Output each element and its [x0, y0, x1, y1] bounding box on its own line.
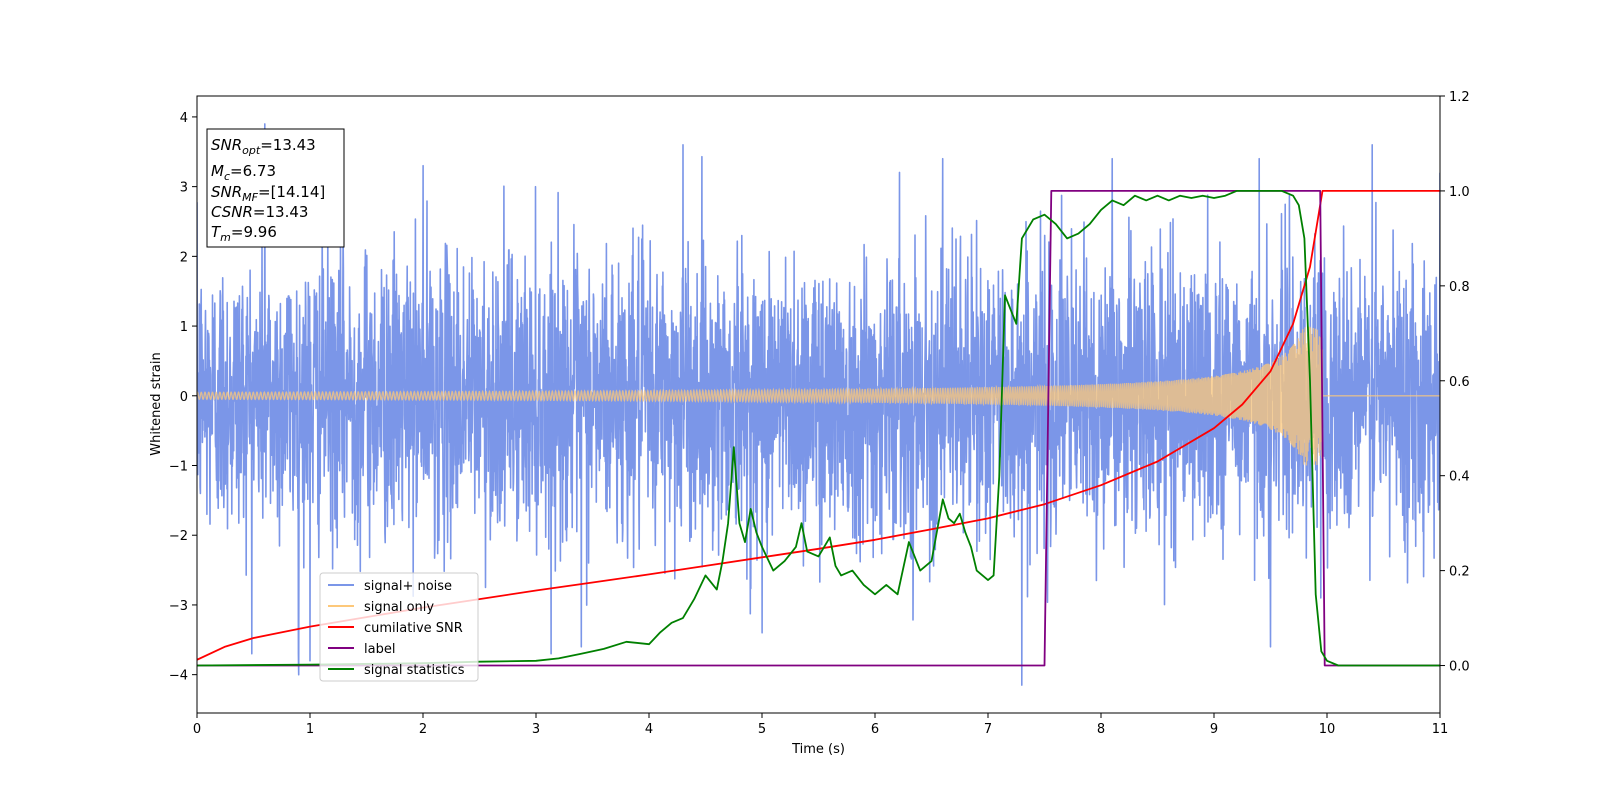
series-signal-statistics-line: [197, 190, 1440, 667]
y2-tick-label: 0.0: [1449, 660, 1470, 675]
x-tick-label: 7: [984, 722, 992, 737]
legend: signal+ noise signal only cumilative SNR…: [319, 572, 479, 682]
y2-tick-label: 1.0: [1449, 185, 1470, 200]
y-tick-label: 4: [180, 111, 188, 126]
y2-tick-label: 0.8: [1449, 280, 1470, 295]
annotation-box: SNRopt=13.43 Mc=6.73 SNRMF=[14.14] CSNR=…: [206, 128, 345, 248]
x-tick-label: 6: [871, 722, 879, 737]
legend-frame: [319, 572, 479, 682]
y2-tick-label: 1.2: [1449, 90, 1470, 105]
x-tick-label: 3: [532, 722, 540, 737]
annotation-line-mc: Mc=6.73: [211, 162, 276, 183]
y2-tick-label: 0.2: [1449, 565, 1470, 580]
x-tick-label: 9: [1210, 722, 1218, 737]
y-tick-label: 0: [180, 390, 188, 405]
legend-label-signal-only: signal only: [364, 600, 434, 615]
plot-frame: [196, 95, 1441, 714]
x-tick-label: 0: [193, 722, 201, 737]
annotation-line-tm: Tm=9.96: [211, 223, 277, 244]
x-tick-label: 10: [1319, 722, 1336, 737]
series-signal-noise-line: [197, 123, 1440, 686]
y2-tick-label: 0.6: [1449, 375, 1470, 390]
x-tick-label: 2: [419, 722, 427, 737]
x-tick-label: 11: [1432, 722, 1449, 737]
x-axis-label: Time (s): [791, 742, 845, 757]
y-tick-label: −3: [169, 599, 188, 614]
annotation-line-csnr: CSNR=13.43: [211, 203, 308, 221]
y-tick-label: 1: [180, 320, 188, 335]
legend-label-signal-statistics: signal statistics: [364, 663, 465, 678]
legend-label-signal-noise: signal+ noise: [364, 579, 452, 594]
y-tick-label: 2: [180, 250, 188, 265]
y-tick-label: 3: [180, 181, 188, 196]
annotation-line-snr-opt: SNRopt=13.43: [211, 136, 316, 157]
x-tick-label: 8: [1097, 722, 1105, 737]
y-tick-label: −2: [169, 529, 188, 544]
y-axis-label: Whitened strain: [149, 352, 164, 455]
y-tick-label: −1: [169, 460, 188, 475]
y2-tick-label: 0.4: [1449, 470, 1470, 485]
x-tick-label: 1: [306, 722, 314, 737]
x-tick-label: 5: [758, 722, 766, 737]
annotation-line-snr-mf: SNRMF=[14.14]: [211, 183, 325, 204]
series-signal-only-line: [197, 326, 1440, 466]
legend-label-cumulative-snr: cumilative SNR: [364, 621, 463, 636]
x-tick-label: 4: [645, 722, 653, 737]
y-tick-label: −4: [169, 669, 188, 684]
ticks-layer: 0 1 2 3 4 5 6 7 8 9 10 1143210−1−2−3−41.21.00.80.60…: [169, 90, 1470, 737]
legend-label-label: label: [364, 642, 395, 657]
